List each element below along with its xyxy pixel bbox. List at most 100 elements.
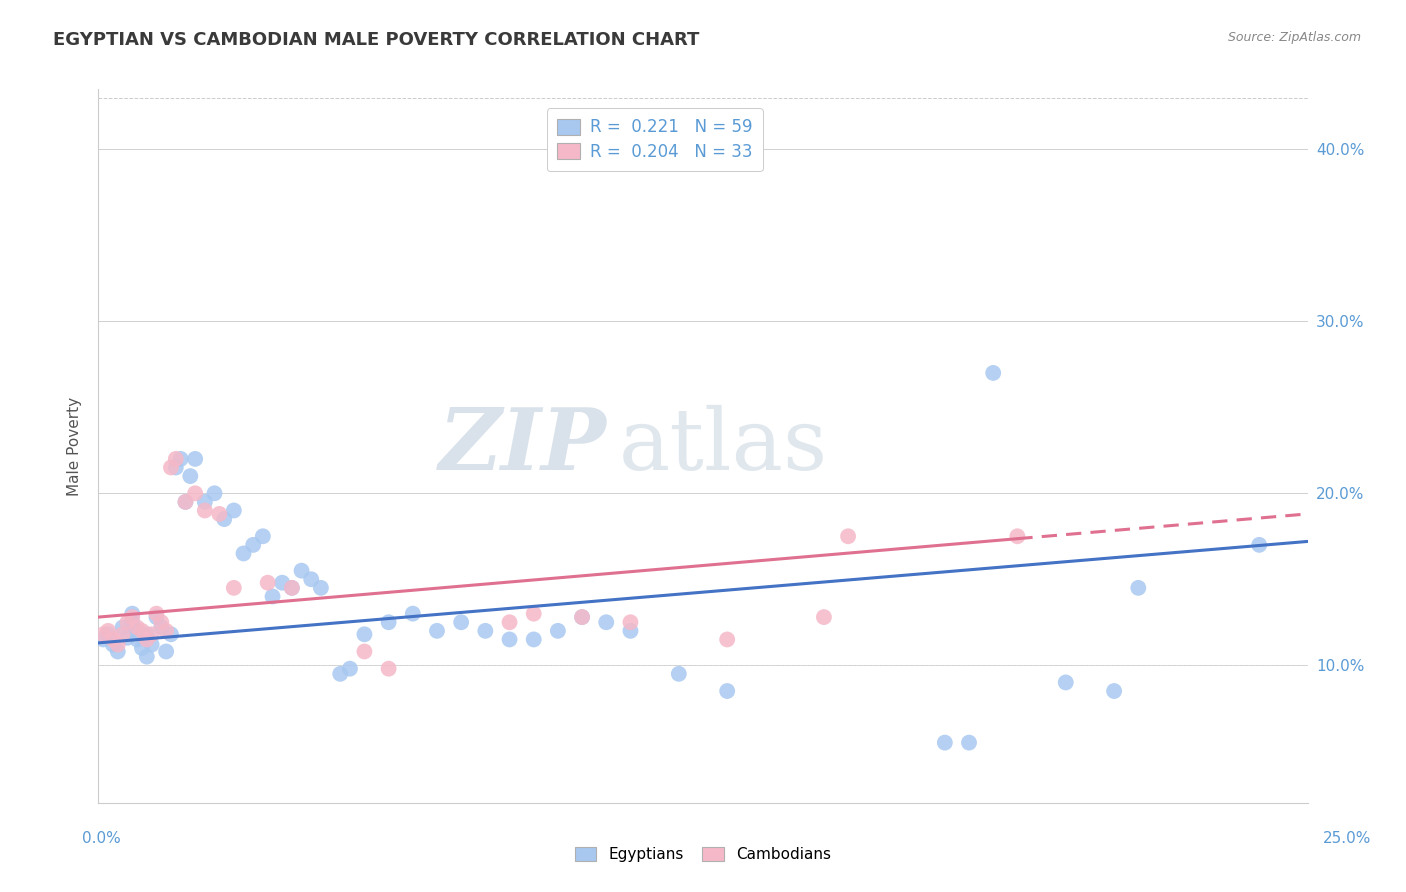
Point <box>165 460 187 475</box>
Point <box>117 631 139 645</box>
Point <box>127 620 149 634</box>
Point <box>174 495 197 509</box>
Point <box>252 529 274 543</box>
Point <box>619 615 641 630</box>
Point <box>121 615 143 630</box>
Point <box>668 666 690 681</box>
Point <box>121 610 143 624</box>
Point <box>101 632 124 647</box>
Point <box>474 624 496 638</box>
Point <box>523 632 546 647</box>
Point <box>1128 581 1150 595</box>
Point <box>329 666 352 681</box>
Point <box>547 624 569 638</box>
Text: 0.0%: 0.0% <box>82 831 121 846</box>
Point <box>523 607 546 621</box>
Point <box>271 575 294 590</box>
Point <box>174 495 197 509</box>
Point <box>232 546 254 560</box>
Point <box>222 581 245 595</box>
Point <box>262 590 284 604</box>
Y-axis label: Male Poverty: Male Poverty <box>67 396 83 496</box>
Point <box>117 615 139 630</box>
Point <box>1007 529 1029 543</box>
Point <box>212 512 235 526</box>
Point <box>256 575 278 590</box>
Point <box>91 632 114 647</box>
Point <box>716 684 738 698</box>
Point <box>135 649 157 664</box>
Point <box>353 627 375 641</box>
Point <box>290 564 312 578</box>
Point <box>1249 538 1271 552</box>
Text: Source: ZipAtlas.com: Source: ZipAtlas.com <box>1227 31 1361 45</box>
Point <box>498 632 520 647</box>
Point <box>135 627 157 641</box>
Point <box>281 581 304 595</box>
Point <box>595 615 617 630</box>
Point <box>1054 675 1077 690</box>
Point <box>837 529 859 543</box>
Point <box>716 632 738 647</box>
Point <box>353 644 375 658</box>
Point <box>107 638 129 652</box>
Point <box>160 627 183 641</box>
Point <box>97 624 120 638</box>
Text: atlas: atlas <box>619 404 828 488</box>
Point <box>222 503 245 517</box>
Legend: R =  0.221   N = 59, R =  0.204   N = 33: R = 0.221 N = 59, R = 0.204 N = 33 <box>547 108 762 171</box>
Point <box>107 644 129 658</box>
Point <box>135 632 157 647</box>
Point <box>184 451 207 466</box>
Point <box>111 620 134 634</box>
Point <box>204 486 226 500</box>
Point <box>184 486 207 500</box>
Point <box>101 638 124 652</box>
Point <box>571 610 593 624</box>
Point <box>150 615 173 630</box>
Point <box>141 638 163 652</box>
Text: 25.0%: 25.0% <box>1323 831 1371 846</box>
Point <box>131 624 153 638</box>
Point <box>194 495 217 509</box>
Point <box>194 503 217 517</box>
Point <box>299 572 322 586</box>
Point <box>498 615 520 630</box>
Point <box>571 610 593 624</box>
Point <box>1102 684 1125 698</box>
Point <box>145 607 167 621</box>
Point <box>402 607 425 621</box>
Point <box>934 736 956 750</box>
Point <box>619 624 641 638</box>
Point <box>131 641 153 656</box>
Point <box>339 662 361 676</box>
Point <box>426 624 449 638</box>
Text: ZIP: ZIP <box>439 404 606 488</box>
Point <box>981 366 1004 380</box>
Point <box>169 451 191 466</box>
Point <box>165 451 187 466</box>
Point <box>377 615 399 630</box>
Point <box>179 469 201 483</box>
Point <box>450 615 472 630</box>
Point <box>813 610 835 624</box>
Point <box>160 460 183 475</box>
Point <box>309 581 332 595</box>
Point <box>155 624 177 638</box>
Point <box>150 620 173 634</box>
Point <box>121 607 143 621</box>
Point <box>145 610 167 624</box>
Point <box>91 627 114 641</box>
Point <box>127 632 149 647</box>
Point <box>155 644 177 658</box>
Point <box>957 736 980 750</box>
Point <box>111 627 134 641</box>
Point <box>97 627 120 641</box>
Legend: Egyptians, Cambodians: Egyptians, Cambodians <box>569 840 837 868</box>
Point <box>377 662 399 676</box>
Point <box>127 624 149 638</box>
Point <box>141 627 163 641</box>
Point <box>208 507 231 521</box>
Point <box>242 538 264 552</box>
Point <box>281 581 304 595</box>
